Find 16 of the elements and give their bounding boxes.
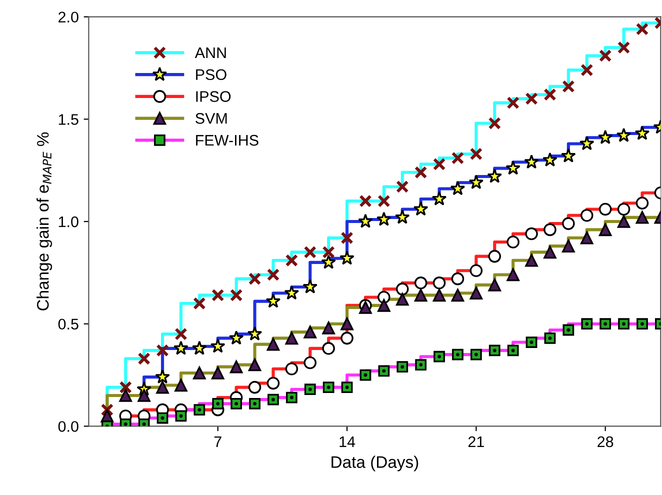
legend-label: IPSO bbox=[196, 91, 231, 102]
x-tick-label: 7 bbox=[214, 436, 222, 447]
y-tick-label: 1.0 bbox=[58, 216, 78, 228]
legend-label: PSO bbox=[196, 69, 226, 80]
y-tick-label: 1.5 bbox=[58, 114, 78, 125]
y-axis-title: Change gain of e$_{MAPE}$ % bbox=[36, 132, 52, 310]
y-tick-label: 2.0 bbox=[58, 12, 78, 23]
legend-label: FEW-IHS bbox=[196, 134, 258, 146]
x-tick-label: 21 bbox=[468, 436, 484, 447]
x-tick-label: 14 bbox=[340, 436, 356, 447]
y-tick-label: 0.0 bbox=[58, 421, 78, 432]
x-axis-title: Data (Days) bbox=[332, 456, 418, 472]
legend-label: ANN bbox=[194, 48, 226, 58]
legend-label: SVM bbox=[196, 113, 227, 124]
y-tick-label: 0.5 bbox=[58, 318, 78, 330]
x-tick-label: 28 bbox=[598, 436, 614, 448]
